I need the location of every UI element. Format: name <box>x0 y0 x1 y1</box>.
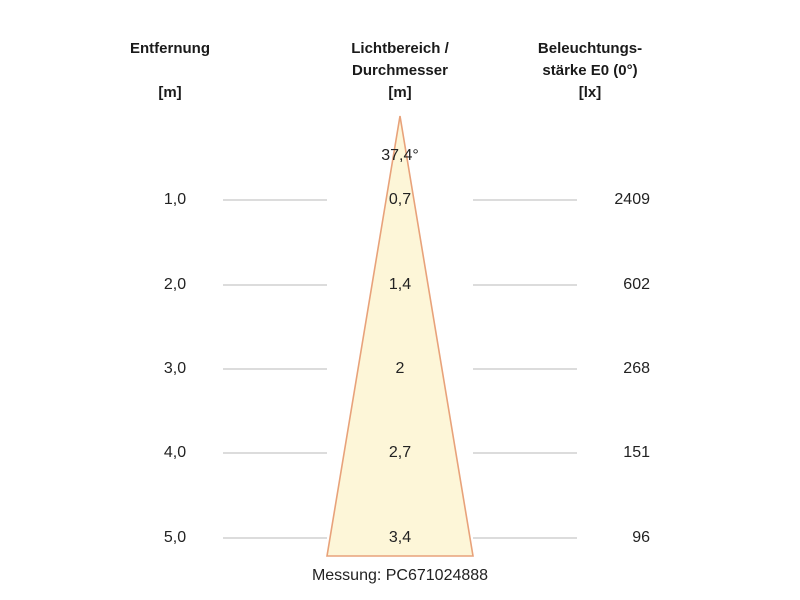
distance-value: 4,0 <box>163 444 187 461</box>
illuminance-value: 151 <box>623 444 650 461</box>
illuminance-header: Beleuchtungs- stärke E0 (0°) [lx] <box>510 38 670 104</box>
measurement-label: Messung: PC671024888 <box>311 567 489 584</box>
illuminance-value: 268 <box>623 360 650 377</box>
illuminance-header-line1: Beleuchtungs- <box>537 40 643 57</box>
diameter-value: 1,4 <box>388 276 412 293</box>
distance-header-title: Entfernung <box>130 40 210 57</box>
light-cone <box>326 115 474 557</box>
diameter-value: 2 <box>395 360 405 377</box>
distance-value: 5,0 <box>163 529 187 546</box>
diameter-value: 0,7 <box>388 191 412 208</box>
beam-header: Lichtbereich / Durchmesser [m] <box>320 38 480 104</box>
diameter-value: 2,7 <box>388 444 412 461</box>
illuminance-header-unit: [lx] <box>578 84 602 101</box>
distance-value: 2,0 <box>163 276 187 293</box>
beam-header-line1: Lichtbereich / <box>351 40 449 57</box>
illuminance-value: 2409 <box>614 191 650 208</box>
distance-value: 1,0 <box>163 191 187 208</box>
distance-header: Entfernung [m] <box>105 38 235 104</box>
distance-header-unit: [m] <box>158 84 182 101</box>
distance-value: 3,0 <box>163 360 187 377</box>
beam-angle-label: 37,4° <box>381 147 419 164</box>
beam-header-line2: Durchmesser <box>352 62 448 79</box>
illuminance-value: 602 <box>623 276 650 293</box>
diameter-value: 3,4 <box>388 529 412 546</box>
illuminance-header-line2: stärke E0 (0°) <box>542 62 638 79</box>
beam-header-unit: [m] <box>388 84 412 101</box>
guide-lines <box>223 199 577 539</box>
illuminance-value: 96 <box>632 529 650 546</box>
